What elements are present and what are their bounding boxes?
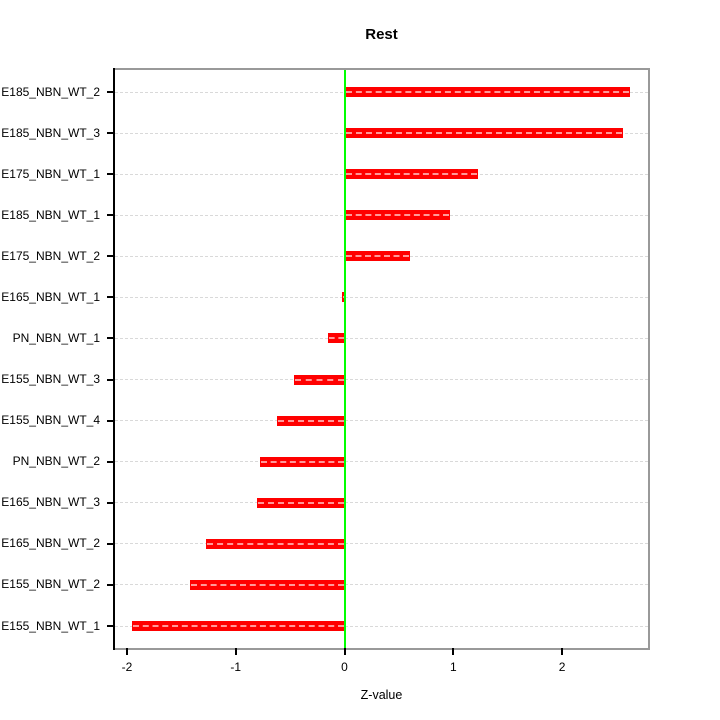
- bar-E155_NBN_WT_4: [277, 415, 345, 426]
- gridline: [115, 296, 648, 298]
- y-axis-tick: [107, 173, 115, 176]
- bar-PN_NBN_WT_1: [328, 333, 345, 344]
- x-axis-label: Z-value: [360, 688, 403, 702]
- y-axis-tick: [107, 337, 115, 340]
- gridline: [115, 420, 648, 422]
- y-tick-label: E185_NBN_WT_2: [1, 84, 100, 99]
- y-tick-label: E175_NBN_WT_1: [1, 166, 100, 181]
- bar-E155_NBN_WT_3: [294, 374, 345, 385]
- y-axis-tick: [107, 542, 115, 545]
- plot-border-right: [648, 68, 650, 650]
- gridline: [115, 584, 648, 586]
- y-tick-label: E165_NBN_WT_1: [1, 289, 100, 304]
- x-tick-label: -1: [230, 660, 242, 674]
- y-axis-tick: [107, 460, 115, 463]
- y-axis-tick: [107, 91, 115, 93]
- y-tick-label: E155_NBN_WT_1: [1, 618, 100, 633]
- x-tick-label: -2: [121, 660, 133, 674]
- bar-E165_NBN_WT_3: [257, 497, 345, 508]
- x-axis-tick: [125, 648, 128, 655]
- y-tick-label: E185_NBN_WT_3: [1, 125, 100, 140]
- x-tick-label: 0: [341, 660, 348, 674]
- y-axis-tick: [107, 419, 115, 422]
- bar-E175_NBN_WT_2: [344, 251, 410, 262]
- x-axis-tick: [452, 648, 455, 655]
- y-axis-line: [113, 68, 115, 650]
- bar-E155_NBN_WT_2: [190, 579, 345, 590]
- y-tick-label: PN_NBN_WT_2: [12, 454, 100, 469]
- gridline: [115, 543, 648, 545]
- y-tick-label: E175_NBN_WT_2: [1, 248, 100, 263]
- y-tick-label: E155_NBN_WT_3: [1, 372, 100, 387]
- plot-area: [113, 68, 650, 650]
- gridline: [115, 337, 648, 339]
- bar-E175_NBN_WT_1: [344, 169, 479, 180]
- gridline: [115, 625, 648, 627]
- y-axis-tick: [107, 378, 115, 381]
- y-axis-tick: [107, 255, 115, 258]
- y-axis-tick: [107, 132, 115, 135]
- y-tick-label: E155_NBN_WT_4: [1, 413, 100, 428]
- bar-E165_NBN_WT_1: [342, 292, 345, 303]
- y-axis-tick: [107, 625, 115, 627]
- x-tick-label: 1: [449, 660, 457, 674]
- chart-title: Rest: [365, 26, 398, 43]
- x-axis-tick: [234, 648, 237, 655]
- y-axis-tick: [107, 501, 115, 504]
- y-axis-tick: [107, 583, 115, 586]
- bar-E185_NBN_WT_3: [344, 128, 623, 139]
- y-tick-label: E165_NBN_WT_2: [1, 536, 100, 551]
- gridline: [115, 379, 648, 381]
- zero-reference-line: [343, 70, 346, 648]
- x-axis-tick: [561, 648, 564, 655]
- y-axis-tick: [107, 296, 115, 299]
- x-axis-tick: [343, 648, 346, 655]
- plot-border-bottom: [113, 648, 650, 650]
- y-tick-label: E155_NBN_WT_2: [1, 577, 100, 592]
- y-tick-label: E185_NBN_WT_1: [1, 207, 100, 222]
- y-tick-label: E165_NBN_WT_3: [1, 495, 100, 510]
- bar-E185_NBN_WT_2: [344, 87, 630, 97]
- gridline: [115, 502, 648, 504]
- bar-E155_NBN_WT_1: [132, 621, 345, 631]
- bar-E185_NBN_WT_1: [344, 210, 451, 221]
- y-axis-tick: [107, 214, 115, 217]
- x-tick-label: 2: [558, 660, 566, 674]
- y-tick-label: PN_NBN_WT_1: [12, 330, 100, 345]
- bar-PN_NBN_WT_2: [259, 456, 345, 467]
- plot-border-top: [113, 68, 650, 70]
- gridline: [115, 461, 648, 463]
- bar-E165_NBN_WT_2: [206, 538, 345, 549]
